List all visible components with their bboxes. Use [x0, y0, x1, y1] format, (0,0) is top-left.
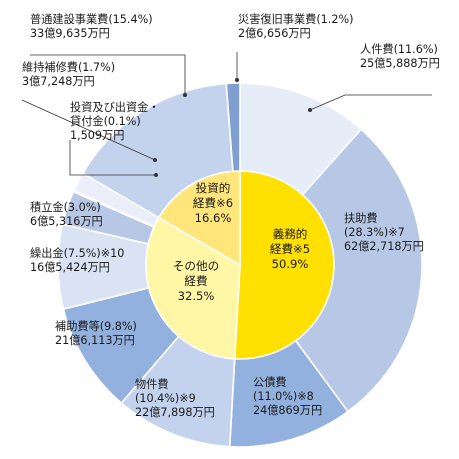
outer-label-9-line-0: 普通建設事業費(15.4%) — [30, 12, 153, 26]
outer-label-2: 公債費(11.0%)※8 24億869万円 — [253, 375, 322, 417]
outer-label-6: 積立金(3.0%) 6億5,316万円 — [30, 200, 103, 228]
leader-dot-7 — [154, 173, 158, 177]
inner-label-0-line-1: 経費※5 — [270, 242, 310, 256]
outer-label-3-line-1: (10.4%)※9 — [135, 392, 196, 405]
outer-label-7: 投資及び出資金・貸付金(0.1%) 1,509万円 — [70, 100, 160, 142]
inner-label-2-line-1: 経費※6 — [193, 196, 233, 210]
outer-label-5: 繰出金(7.5%)※10 16億5,424万円 — [30, 246, 124, 274]
inner-label-0-line-2: 50.9% — [272, 257, 309, 271]
outer-label-6-line-0: 積立金(3.0%) — [30, 200, 101, 214]
inner-label-1-line-0: その他の — [173, 259, 219, 273]
outer-label-3: 物件費(10.4%)※9 22億7,898万円 — [135, 377, 215, 419]
outer-label-10: 災害復旧事業費(1.2%) 2億6,656万円 — [238, 12, 353, 40]
inner-label-1-line-2: 32.5% — [178, 289, 215, 303]
outer-label-9: 普通建設事業費(15.4%) 33億9,635万円 — [30, 12, 153, 40]
outer-label-8-line-1: 3億7,248万円 — [22, 75, 95, 88]
outer-label-1: 扶助費(28.3%)※7 62億2,718万円 — [344, 211, 424, 253]
leader-dot-10 — [235, 78, 239, 82]
outer-label-8: 維持補修費(1.7%) 3億7,248万円 — [22, 60, 115, 88]
inner-label-2: 投資的経費※6 16.6% — [193, 181, 233, 225]
outer-label-7-line-0: 投資及び出資金・ — [70, 100, 160, 114]
inner-label-0-line-0: 義務的 — [273, 227, 308, 241]
outer-label-1-line-2: 62億2,718万円 — [344, 240, 424, 253]
inner-label-2-line-0: 投資的 — [196, 181, 231, 195]
leader-line-8 — [21, 99, 156, 161]
leader-dot-0 — [308, 108, 312, 112]
outer-label-0-line-1: 25億5,888万円 — [360, 57, 440, 70]
outer-label-5-line-1: 16億5,424万円 — [30, 261, 110, 274]
outer-label-10-line-0: 災害復旧事業費(1.2%) — [238, 12, 353, 26]
outer-label-1-line-1: (28.3%)※7 — [344, 226, 405, 239]
outer-label-2-line-2: 24億869万円 — [253, 404, 322, 417]
outer-label-5-line-0: 繰出金(7.5%)※10 — [30, 246, 124, 260]
outer-label-4-line-0: 補助費等(9.8%) — [55, 319, 137, 333]
inner-label-1-line-1: 経費 — [184, 274, 207, 288]
outer-label-0: 人件費(11.6%) 25億5,888万円 — [360, 42, 440, 70]
inner-label-1: その他の経費 32.5% — [173, 259, 219, 303]
outer-label-4: 補助費等(9.8%) 21億6,113万円 — [55, 319, 137, 347]
outer-label-8-line-0: 維持補修費(1.7%) — [22, 60, 115, 74]
inner-slice-2 — [157, 170, 241, 267]
leader-lines — [21, 52, 432, 177]
outer-label-2-line-0: 公債費 — [253, 375, 287, 389]
outer-label-1-line-0: 扶助費 — [344, 211, 378, 225]
inner-ring — [145, 170, 335, 360]
inner-slice-1 — [145, 216, 241, 360]
outer-label-6-line-1: 6億5,316万円 — [30, 215, 103, 228]
inner-label-0: 義務的経費※5 50.9% — [270, 227, 310, 271]
outer-ring — [57, 82, 423, 448]
outer-label-3-line-0: 物件費 — [135, 377, 169, 391]
leader-line-9 — [30, 54, 186, 95]
leader-line-0 — [309, 94, 432, 111]
inner-slice-0 — [233, 170, 335, 360]
outer-label-2-line-1: (11.0%)※8 — [253, 390, 314, 403]
leader-dot-9 — [183, 93, 187, 97]
outer-label-7-line-2: 1,509万円 — [70, 129, 124, 142]
outer-label-0-line-0: 人件費(11.6%) — [360, 42, 438, 56]
outer-label-3-line-2: 22億7,898万円 — [135, 406, 215, 419]
outer-label-4-line-1: 21億6,113万円 — [55, 334, 135, 347]
inner-label-2-line-2: 16.6% — [195, 211, 232, 225]
outer-label-10-line-1: 2億6,656万円 — [238, 27, 311, 40]
outer-label-7-line-1: 貸付金(0.1%) — [70, 114, 141, 128]
leader-dot-8 — [153, 158, 157, 162]
leader-line-7 — [69, 140, 156, 176]
outer-label-9-line-1: 33億9,635万円 — [30, 27, 110, 40]
